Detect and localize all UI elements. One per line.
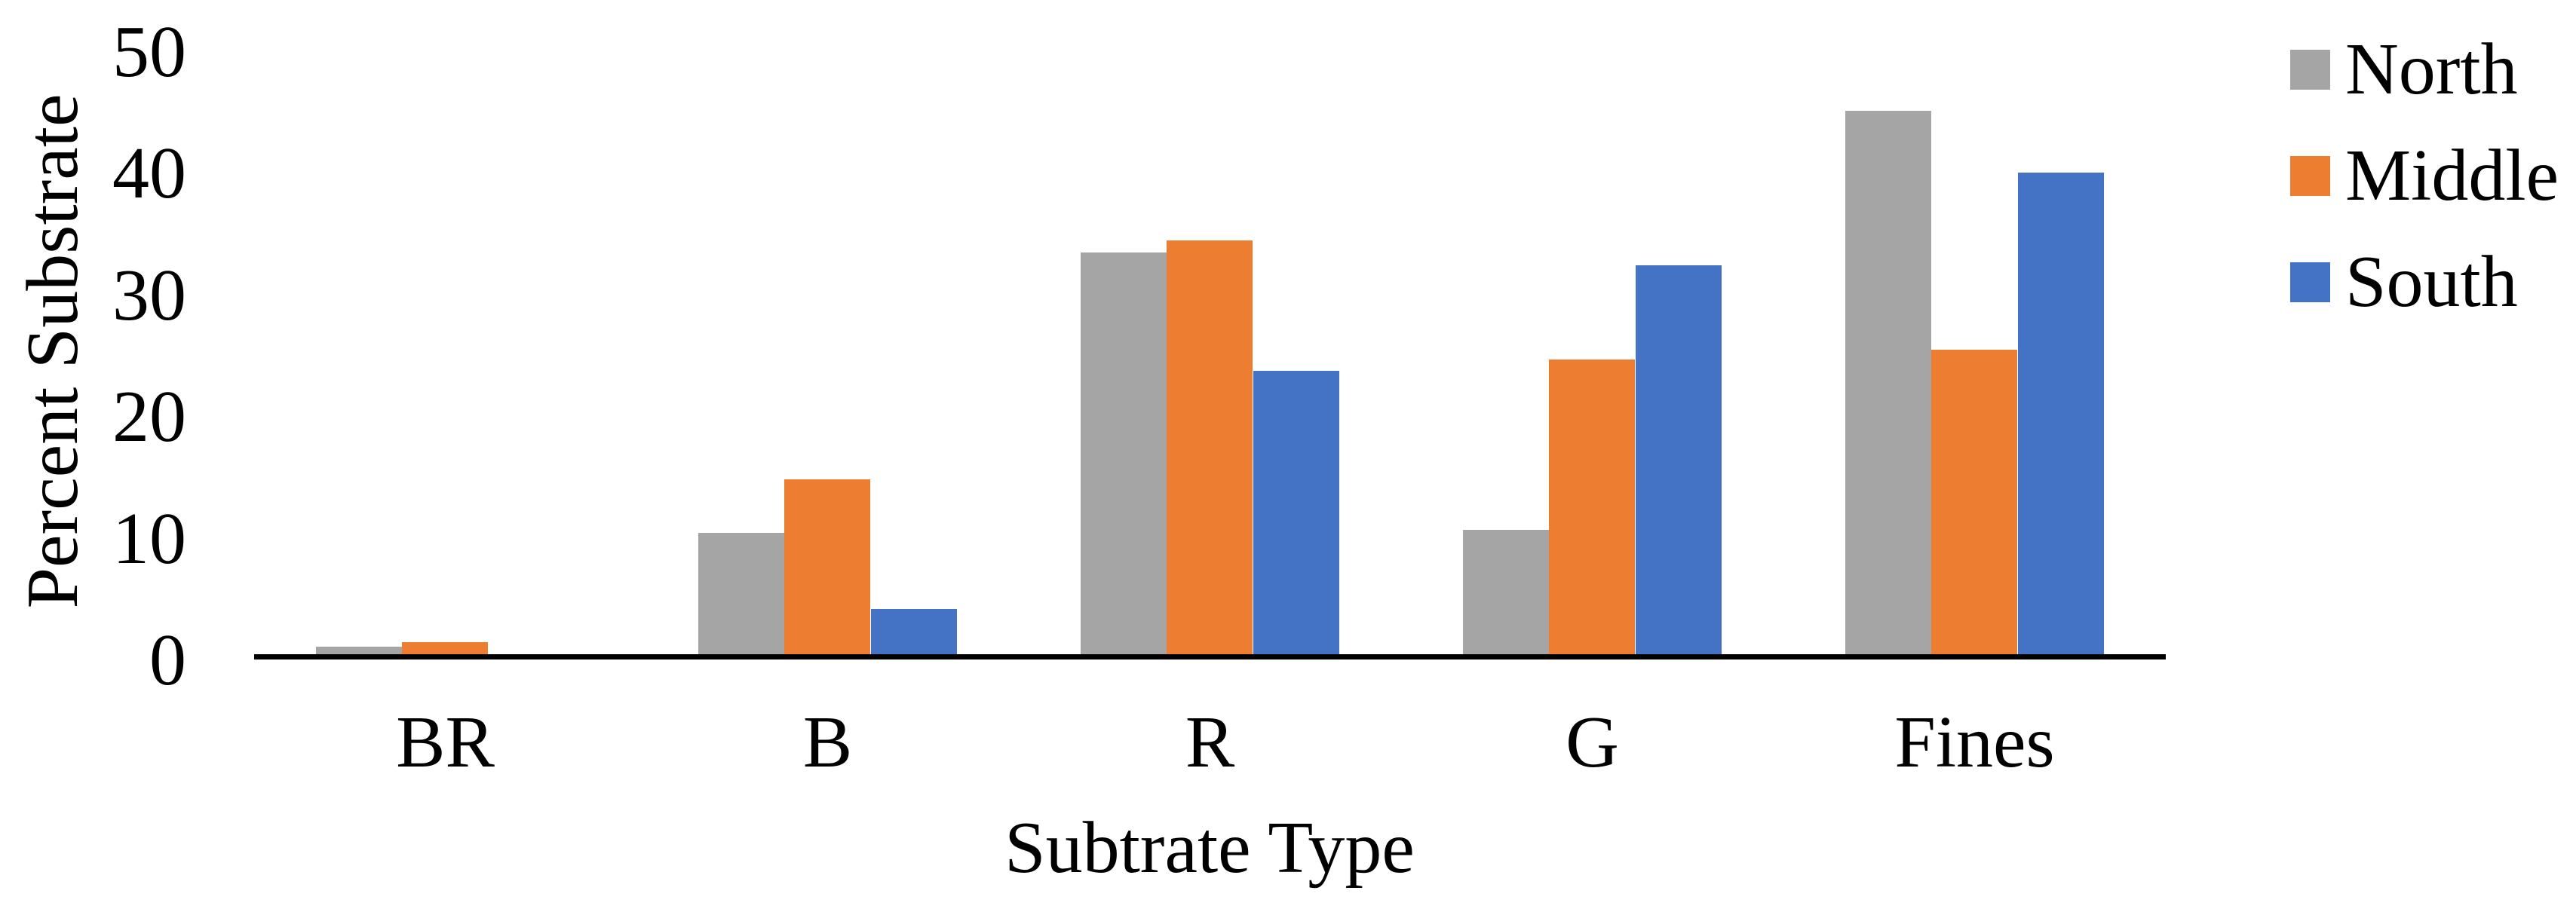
y-tick-label-50: 50 [112, 11, 186, 93]
bar-middle-r [1167, 240, 1253, 654]
bar-south-r [1253, 371, 1339, 654]
legend-label-south: South [2345, 241, 2518, 323]
bar-middle-fines [1931, 350, 2017, 654]
bar-north-r [1081, 252, 1167, 654]
y-tick-label-30: 30 [112, 254, 186, 336]
y-tick-label-10: 10 [112, 497, 186, 580]
y-tick-label-0: 0 [149, 620, 186, 701]
x-category-label-br: BR [396, 702, 495, 783]
legend-swatch-middle [2290, 155, 2330, 196]
legend-label-north: North [2345, 29, 2518, 110]
bar-north-b [698, 533, 784, 654]
x-category-label-r: R [1185, 702, 1235, 783]
y-tick-label-20: 20 [112, 376, 186, 458]
x-category-label-fines: Fines [1894, 702, 2055, 783]
x-axis-line [254, 654, 2166, 659]
bar-north-g [1463, 530, 1549, 654]
legend-swatch-north [2290, 49, 2330, 90]
y-tick-label-40: 40 [112, 133, 186, 215]
x-axis-title: Subtrate Type [1004, 807, 1415, 889]
bar-middle-g [1549, 360, 1635, 654]
bar-north-br [316, 647, 402, 654]
bar-middle-br [402, 642, 488, 654]
bar-north-fines [1845, 111, 1931, 654]
bar-south-g [1636, 265, 1722, 654]
legend-label-middle: Middle [2345, 135, 2559, 216]
legend-swatch-south [2290, 262, 2330, 302]
x-category-label-g: G [1566, 702, 1619, 783]
x-category-label-b: B [802, 702, 853, 783]
bar-south-b [871, 609, 957, 654]
bar-south-fines [2018, 173, 2104, 654]
bar-middle-b [784, 479, 870, 654]
